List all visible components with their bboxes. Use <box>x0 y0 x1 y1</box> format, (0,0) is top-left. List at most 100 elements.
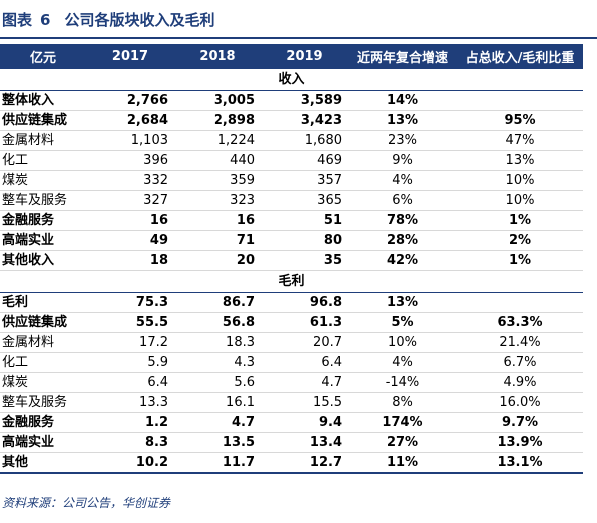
cagr-cell: 5% <box>348 312 457 333</box>
share-cell: 21.4% <box>457 332 583 353</box>
row-label-cell: 煤炭 <box>0 372 86 393</box>
row-label-cell: 毛利 <box>0 292 86 313</box>
value-2019-cell: 365 <box>261 190 348 211</box>
table-row: 供应链集成 2,684 2,898 3,423 13% 95% <box>0 110 583 131</box>
row-label-cell: 整车及服务 <box>0 392 86 413</box>
value-2018-cell: 4.7 <box>174 412 261 433</box>
value-2019-cell: 80 <box>261 230 348 251</box>
header-cagr: 近两年复合增速 <box>348 44 457 69</box>
table-row: 煤炭 6.4 5.6 4.7 -14% 4.9% <box>0 372 583 393</box>
figure-title-text: 公司各版块收入及毛利 <box>64 11 215 29</box>
value-2018-cell: 359 <box>174 170 261 191</box>
value-2018-cell: 3,005 <box>174 90 261 111</box>
header-2017: 2017 <box>86 44 174 69</box>
share-cell: 16.0% <box>457 392 583 413</box>
value-2019-cell: 96.8 <box>261 292 348 313</box>
table-row: 化工 5.9 4.3 6.4 4% 6.7% <box>0 352 583 373</box>
cagr-cell: 14% <box>348 90 457 111</box>
table-row: 整车及服务 13.3 16.1 15.5 8% 16.0% <box>0 392 583 413</box>
value-2019-cell: 469 <box>261 150 348 171</box>
table-row: 金融服务 1.2 4.7 9.4 174% 9.7% <box>0 412 583 433</box>
share-cell: 63.3% <box>457 312 583 333</box>
share-cell: 6.7% <box>457 352 583 373</box>
table-row: 金属材料 1,103 1,224 1,680 23% 47% <box>0 130 583 151</box>
share-cell: 10% <box>457 190 583 211</box>
value-2019-cell: 35 <box>261 250 348 271</box>
share-cell: 13.9% <box>457 432 583 453</box>
value-2017-cell: 49 <box>86 230 174 251</box>
share-cell <box>457 292 583 313</box>
table-row: 化工 396 440 469 9% 13% <box>0 150 583 171</box>
row-label-cell: 其他 <box>0 452 86 474</box>
row-label-cell: 供应链集成 <box>0 312 86 333</box>
cagr-cell: 23% <box>348 130 457 151</box>
value-2019-cell: 13.4 <box>261 432 348 453</box>
value-2018-cell: 71 <box>174 230 261 251</box>
cagr-cell: 78% <box>348 210 457 231</box>
share-cell: 1% <box>457 250 583 271</box>
share-cell: 2% <box>457 230 583 251</box>
title-rule <box>0 37 597 39</box>
value-2018-cell: 5.6 <box>174 372 261 393</box>
table-header-row: 亿元 2017 2018 2019 近两年复合增速 占总收入/毛利比重 <box>0 44 583 69</box>
value-2019-cell: 3,423 <box>261 110 348 131</box>
value-2018-cell: 86.7 <box>174 292 261 313</box>
cagr-cell: 4% <box>348 352 457 373</box>
value-2017-cell: 10.2 <box>86 452 174 474</box>
figure-label: 图表 <box>2 11 33 29</box>
row-label-cell: 金属材料 <box>0 130 86 151</box>
share-cell: 47% <box>457 130 583 151</box>
cagr-cell: -14% <box>348 372 457 393</box>
share-cell: 1% <box>457 210 583 231</box>
value-2019-cell: 51 <box>261 210 348 231</box>
cagr-cell: 27% <box>348 432 457 453</box>
section-header-row: 毛利 <box>0 270 583 293</box>
cagr-cell: 42% <box>348 250 457 271</box>
row-label-cell: 供应链集成 <box>0 110 86 131</box>
row-label-cell: 煤炭 <box>0 170 86 191</box>
value-2018-cell: 440 <box>174 150 261 171</box>
value-2018-cell: 4.3 <box>174 352 261 373</box>
cagr-cell: 11% <box>348 452 457 474</box>
value-2018-cell: 56.8 <box>174 312 261 333</box>
value-2017-cell: 5.9 <box>86 352 174 373</box>
row-label-cell: 金融服务 <box>0 412 86 433</box>
share-cell: 95% <box>457 110 583 131</box>
table-row: 其他 10.2 11.7 12.7 11% 13.1% <box>0 452 583 474</box>
row-label-cell: 其他收入 <box>0 250 86 271</box>
row-label-cell: 高端实业 <box>0 230 86 251</box>
table-row: 整体收入 2,766 3,005 3,589 14% <box>0 90 583 111</box>
value-2018-cell: 1,224 <box>174 130 261 151</box>
value-2017-cell: 2,766 <box>86 90 174 111</box>
value-2018-cell: 2,898 <box>174 110 261 131</box>
value-2017-cell: 1.2 <box>86 412 174 433</box>
value-2017-cell: 55.5 <box>86 312 174 333</box>
cagr-cell: 4% <box>348 170 457 191</box>
figure-title: 图表 6 公司各版块收入及毛利 <box>2 6 214 34</box>
cagr-cell: 8% <box>348 392 457 413</box>
figure-number: 6 <box>40 11 51 29</box>
cagr-cell: 9% <box>348 150 457 171</box>
table-row: 高端实业 8.3 13.5 13.4 27% 13.9% <box>0 432 583 453</box>
value-2017-cell: 75.3 <box>86 292 174 313</box>
value-2017-cell: 18 <box>86 250 174 271</box>
section-title: 收入 <box>0 69 583 91</box>
source-note: 资料来源：公司公告，华创证券 <box>2 496 171 510</box>
row-label-cell: 整体收入 <box>0 90 86 111</box>
value-2018-cell: 20 <box>174 250 261 271</box>
value-2019-cell: 9.4 <box>261 412 348 433</box>
value-2019-cell: 3,589 <box>261 90 348 111</box>
value-2019-cell: 357 <box>261 170 348 191</box>
cagr-cell: 13% <box>348 110 457 131</box>
share-cell: 13.1% <box>457 452 583 474</box>
table-row: 供应链集成 55.5 56.8 61.3 5% 63.3% <box>0 312 583 333</box>
value-2018-cell: 323 <box>174 190 261 211</box>
value-2017-cell: 6.4 <box>86 372 174 393</box>
share-cell: 13% <box>457 150 583 171</box>
value-2019-cell: 6.4 <box>261 352 348 373</box>
value-2017-cell: 8.3 <box>86 432 174 453</box>
value-2018-cell: 16 <box>174 210 261 231</box>
table-row: 煤炭 332 359 357 4% 10% <box>0 170 583 191</box>
table-row: 金融服务 16 16 51 78% 1% <box>0 210 583 231</box>
section-title: 毛利 <box>0 270 583 293</box>
